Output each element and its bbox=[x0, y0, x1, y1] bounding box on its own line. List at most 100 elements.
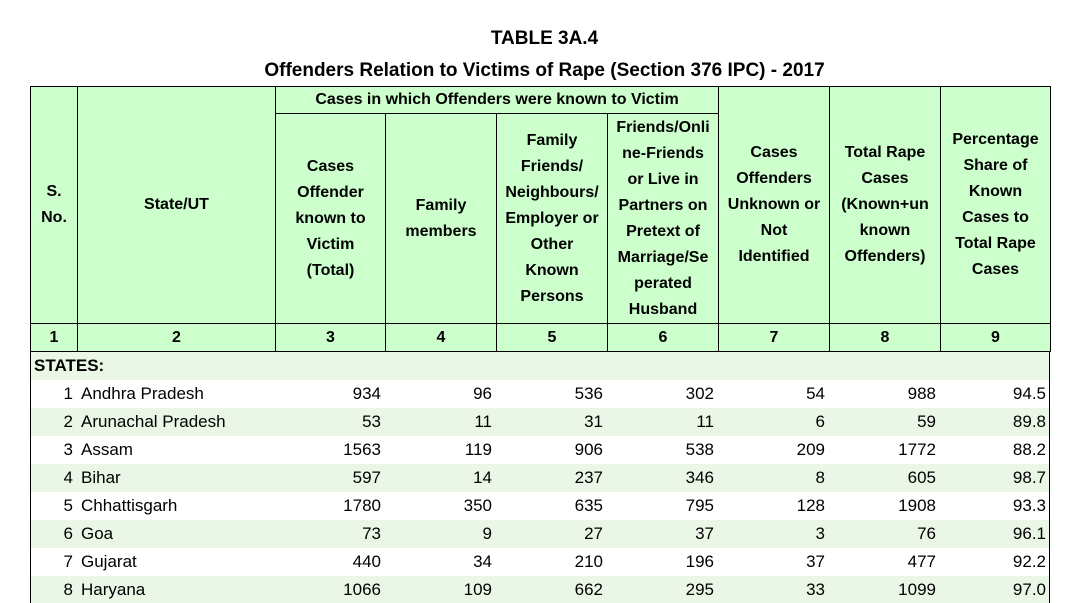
header-line: Unknown or bbox=[727, 196, 821, 213]
header-line: (Known+un bbox=[841, 196, 929, 213]
data-row: 3 Assam 1563 119 906 538 209 1772 88.2 bbox=[30, 436, 1050, 464]
cell-value: 538 bbox=[685, 440, 714, 459]
header-line: or Live in bbox=[627, 170, 699, 188]
column-header: Cases Offender known to Victim (Total) bbox=[275, 113, 386, 324]
header-line: Share of bbox=[963, 157, 1028, 174]
cell-value: 54 bbox=[806, 384, 825, 403]
data-row: 2 Arunachal Pradesh 53 11 31 11 6 59 89.8 bbox=[30, 408, 1050, 436]
cell-value: 477 bbox=[907, 552, 936, 571]
cell-value: 128 bbox=[796, 496, 825, 515]
state-name: Gujarat bbox=[81, 552, 137, 571]
cell-value: 37 bbox=[695, 524, 714, 543]
cell-value: 795 bbox=[685, 496, 714, 515]
cell-value: 11 bbox=[696, 412, 714, 431]
state-name: Bihar bbox=[81, 468, 121, 487]
header-line: Total Rape bbox=[955, 235, 1036, 252]
cell-value: 1099 bbox=[898, 580, 936, 599]
cell-value: 906 bbox=[574, 440, 603, 459]
cell-value: 346 bbox=[685, 468, 714, 487]
cell-value: 88.2 bbox=[1012, 440, 1046, 459]
header-line: Known bbox=[525, 261, 579, 279]
state-name: Arunachal Pradesh bbox=[81, 412, 226, 431]
cell-value: 3 bbox=[63, 440, 73, 459]
cell-value: 988 bbox=[907, 384, 936, 403]
cell-value: 59 bbox=[917, 412, 936, 431]
cell-value: 92.2 bbox=[1012, 552, 1046, 571]
header-line: State/UT bbox=[144, 196, 209, 213]
column-number: 4 bbox=[385, 323, 497, 352]
cell-value: 350 bbox=[463, 496, 492, 515]
cell-value: 196 bbox=[685, 552, 714, 571]
state-name: Goa bbox=[81, 524, 114, 543]
cell-value: 1780 bbox=[343, 496, 381, 515]
cell-value: 27 bbox=[584, 524, 603, 543]
cell-value: 5 bbox=[63, 496, 73, 515]
header-line: Known bbox=[968, 183, 1023, 200]
cell-value: 94.5 bbox=[1012, 384, 1046, 403]
cell-value: 1563 bbox=[343, 440, 381, 459]
header-line: Cases to bbox=[962, 209, 1029, 226]
cell-value: 3 bbox=[815, 524, 825, 543]
column-header: Family members bbox=[385, 113, 497, 324]
cell-value: 119 bbox=[464, 440, 492, 459]
header-line: Total Rape bbox=[844, 144, 926, 161]
cell-value: 53 bbox=[362, 412, 381, 431]
column-number: 1 bbox=[30, 323, 78, 352]
header-line: Not bbox=[760, 222, 788, 239]
header-line: members bbox=[405, 222, 477, 240]
section-row: STATES: bbox=[30, 352, 1050, 380]
cell-value: 934 bbox=[352, 384, 381, 403]
data-row: 4 Bihar 597 14 237 346 8 605 98.7 bbox=[30, 464, 1050, 492]
header-line: Pretext of bbox=[626, 222, 700, 240]
cell-value: 237 bbox=[574, 468, 603, 487]
header-line: Other bbox=[530, 235, 574, 253]
cell-value: 7 bbox=[63, 552, 73, 571]
header-line: Offenders bbox=[736, 170, 812, 187]
header-line: Offenders) bbox=[844, 248, 926, 265]
cell-value: 34 bbox=[473, 552, 492, 571]
column-number: 2 bbox=[77, 323, 276, 352]
header-line: Identified bbox=[738, 248, 810, 265]
column-header: Family Friends/Neighbours/Employer or Othe… bbox=[496, 113, 608, 324]
column-header: State/UT bbox=[77, 86, 276, 324]
table-title: TABLE 3A.4 bbox=[490, 28, 599, 49]
section-label: STATES: bbox=[34, 356, 105, 375]
header-line: known to bbox=[295, 209, 366, 227]
header-line: Offender bbox=[297, 183, 364, 201]
column-number: 9 bbox=[940, 323, 1051, 352]
cell-value: 1 bbox=[63, 384, 73, 403]
column-number: 6 bbox=[607, 323, 719, 352]
data-row: 7 Gujarat 440 34 210 196 37 477 92.2 bbox=[30, 548, 1050, 576]
cell-value: 11 bbox=[474, 412, 492, 431]
cell-value: 1066 bbox=[343, 580, 381, 599]
header-line: Neighbours/ bbox=[505, 183, 599, 201]
cell-value: 89.8 bbox=[1012, 412, 1046, 431]
cell-value: 73 bbox=[362, 524, 381, 543]
state-name: Haryana bbox=[81, 580, 146, 599]
data-row: 8 Haryana 1066 109 662 295 33 1099 97.0 bbox=[30, 576, 1050, 603]
column-header: Friends/Onli ne-Friends or Live in Partners… bbox=[607, 113, 719, 324]
state-name: Chhattisgarh bbox=[81, 496, 178, 515]
cell-value: 109 bbox=[463, 580, 492, 599]
header-line: Employer or bbox=[505, 209, 599, 227]
column-number: 8 bbox=[829, 323, 941, 352]
cell-value: 6 bbox=[63, 524, 73, 543]
cell-value: 98.7 bbox=[1012, 468, 1046, 487]
cell-value: 302 bbox=[685, 384, 714, 403]
column-number: 7 bbox=[718, 323, 830, 352]
data-row: 5 Chhattisgarh 1780 350 635 795 128 1908 93.3 bbox=[30, 492, 1050, 520]
header-line: Percentage bbox=[952, 131, 1039, 148]
data-row: 6 Goa 73 9 27 37 3 76 96.1 bbox=[30, 520, 1050, 548]
header-line: ne-Friends bbox=[622, 144, 704, 162]
header-line: Husband bbox=[628, 300, 698, 318]
header-line: Friends/Onli bbox=[616, 118, 710, 136]
cell-value: 97.0 bbox=[1012, 580, 1046, 599]
header-line: Cases bbox=[971, 261, 1020, 278]
cell-value: 96.1 bbox=[1012, 524, 1046, 543]
cell-value: 1908 bbox=[898, 496, 936, 515]
cell-value: 4 bbox=[63, 468, 73, 487]
header-line: perated bbox=[634, 274, 692, 292]
cell-value: 536 bbox=[574, 384, 603, 403]
header-line: Cases bbox=[306, 157, 355, 175]
